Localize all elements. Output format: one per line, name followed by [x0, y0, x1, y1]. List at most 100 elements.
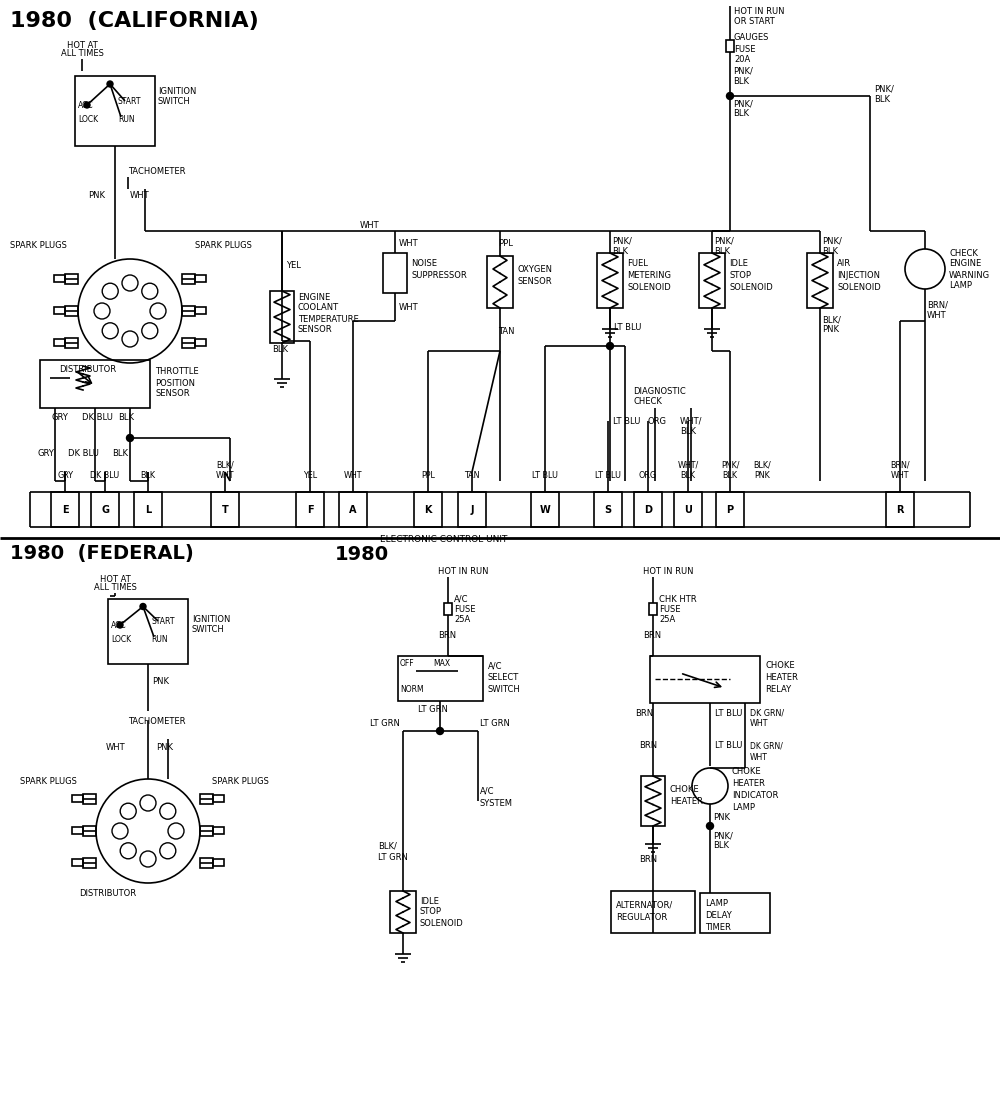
Text: GRY: GRY [52, 414, 69, 423]
Text: 20A: 20A [734, 55, 750, 65]
Text: MAX: MAX [433, 659, 450, 668]
Text: LT GRN: LT GRN [418, 705, 448, 713]
Text: LT GRN: LT GRN [370, 719, 400, 728]
Text: TEMPERATURE: TEMPERATURE [298, 315, 359, 324]
Text: LT BLU: LT BLU [715, 709, 742, 718]
Text: DK GRN/: DK GRN/ [750, 741, 783, 751]
Text: WHT: WHT [130, 192, 150, 200]
Bar [390, 891, 416, 933]
Text: BLK: BLK [733, 76, 749, 86]
Text: ENGINE: ENGINE [949, 260, 981, 269]
Text: HOT IN RUN: HOT IN RUN [438, 567, 488, 576]
Text: D: D [644, 505, 652, 515]
Text: ACC: ACC [111, 621, 127, 630]
Bar [444, 603, 452, 615]
Bar [611, 891, 695, 933]
Bar [716, 492, 744, 527]
Text: ENGINE: ENGINE [298, 293, 330, 302]
Text: LT BLU: LT BLU [595, 470, 621, 480]
Text: PNK/: PNK/ [721, 460, 739, 469]
Bar [200, 794, 213, 804]
Bar [195, 339, 206, 346]
Circle shape [126, 435, 134, 442]
Circle shape [84, 102, 90, 108]
Text: 25A: 25A [454, 614, 470, 623]
Bar [458, 492, 486, 527]
Text: CHECK: CHECK [633, 396, 662, 405]
Bar [108, 599, 188, 664]
Bar [182, 306, 195, 316]
Text: BRN/: BRN/ [927, 301, 948, 309]
Text: PPL: PPL [421, 470, 435, 480]
Text: PNK: PNK [88, 192, 105, 200]
Bar [65, 306, 78, 316]
Text: L: L [145, 505, 151, 515]
Bar [213, 859, 224, 866]
Bar [182, 274, 195, 284]
Bar [807, 253, 833, 308]
Text: GAUGES: GAUGES [734, 33, 769, 43]
Text: REGULATOR: REGULATOR [616, 914, 667, 923]
Text: F: F [307, 505, 313, 515]
Text: NORM: NORM [400, 685, 424, 694]
Text: SENSOR: SENSOR [517, 276, 552, 285]
Text: HEATER: HEATER [732, 778, 765, 787]
Text: LT GRN: LT GRN [480, 719, 510, 728]
Text: INDICATOR: INDICATOR [732, 791, 778, 799]
Text: TAN: TAN [498, 327, 514, 336]
Text: SYSTEM: SYSTEM [480, 798, 513, 807]
Text: 1980  (FEDERAL): 1980 (FEDERAL) [10, 545, 194, 564]
Text: WHT: WHT [399, 239, 419, 248]
Text: P: P [726, 505, 734, 515]
Text: BRN: BRN [438, 632, 456, 641]
Text: PNK/: PNK/ [874, 85, 894, 94]
Text: R: R [896, 505, 904, 515]
Text: ORG: ORG [639, 470, 657, 480]
Text: SPARK PLUGS: SPARK PLUGS [212, 776, 269, 785]
Text: FUSE: FUSE [734, 44, 756, 54]
Bar [398, 656, 483, 701]
Bar [40, 360, 150, 408]
Text: SOLENOID: SOLENOID [627, 283, 671, 292]
Text: CHECK: CHECK [949, 249, 978, 258]
Text: WHT: WHT [216, 470, 234, 480]
Bar [72, 859, 83, 866]
Text: PNK/: PNK/ [714, 237, 734, 246]
Bar [134, 492, 162, 527]
Text: HOT AT: HOT AT [67, 42, 97, 51]
Text: CHOKE: CHOKE [732, 766, 762, 775]
Text: BLK: BLK [733, 109, 749, 118]
Text: HEATER: HEATER [765, 673, 798, 682]
Bar [213, 827, 224, 833]
Text: BLK: BLK [722, 470, 738, 480]
Text: BLK/: BLK/ [378, 841, 397, 850]
Text: BLK: BLK [713, 841, 729, 850]
Text: DELAY: DELAY [705, 911, 732, 919]
Text: TIMER: TIMER [705, 923, 731, 931]
Bar [649, 603, 657, 615]
Text: DK BLU: DK BLU [82, 414, 113, 423]
Bar [674, 492, 702, 527]
Text: SUPPRESSOR: SUPPRESSOR [411, 271, 467, 280]
Text: WHT: WHT [106, 743, 126, 752]
Text: IGNITION: IGNITION [158, 87, 196, 96]
Text: TACHOMETER: TACHOMETER [128, 166, 186, 175]
Text: 25A: 25A [659, 614, 675, 623]
Text: IDLE: IDLE [420, 896, 439, 905]
Text: WHT: WHT [360, 220, 380, 229]
Text: DIAGNOSTIC: DIAGNOSTIC [633, 386, 686, 395]
Bar [594, 492, 622, 527]
Text: SOLENOID: SOLENOID [729, 283, 773, 292]
Text: TACHOMETER: TACHOMETER [128, 717, 186, 726]
Text: DK BLU: DK BLU [68, 448, 99, 458]
Text: PNK/: PNK/ [733, 66, 753, 76]
Text: BRN: BRN [639, 854, 657, 863]
Text: OR START: OR START [734, 17, 775, 25]
Text: CHOKE: CHOKE [670, 785, 700, 794]
Text: BLK: BLK [612, 247, 628, 255]
Text: COOLANT: COOLANT [298, 304, 339, 313]
Text: ALL TIMES: ALL TIMES [61, 50, 103, 58]
Text: PNK: PNK [822, 326, 839, 335]
Text: BLK: BLK [680, 470, 696, 480]
Bar [51, 492, 79, 527]
